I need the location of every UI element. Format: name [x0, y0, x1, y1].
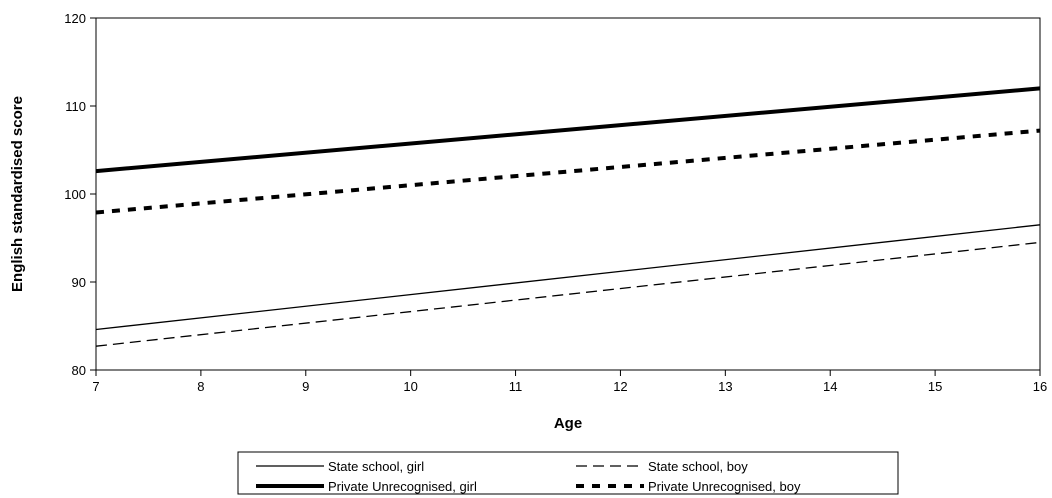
x-tick-label: 8 — [197, 379, 204, 394]
y-tick-label: 120 — [64, 11, 86, 26]
x-tick-label: 16 — [1033, 379, 1047, 394]
y-tick-label: 100 — [64, 187, 86, 202]
x-tick-label: 10 — [403, 379, 417, 394]
legend-label: Private Unrecognised, boy — [648, 479, 801, 494]
y-tick-label: 80 — [72, 363, 86, 378]
legend-label: State school, boy — [648, 459, 748, 474]
x-tick-label: 15 — [928, 379, 942, 394]
series-lines — [95, 86, 1041, 347]
series-line-2 — [95, 86, 1041, 174]
x-tick-label: 13 — [718, 379, 732, 394]
legend: State school, girl State school, boy Priva… — [237, 451, 899, 495]
series-line-3 — [95, 128, 1041, 215]
x-axis-ticks: 7 8 9 10 11 12 13 14 15 16 — [92, 370, 1047, 394]
y-axis-ticks: 80 90 100 110 120 — [64, 11, 96, 378]
x-tick-label: 14 — [823, 379, 837, 394]
y-axis-title: English standardised score — [9, 96, 26, 292]
x-tick-label: 12 — [613, 379, 627, 394]
legend-box — [237, 451, 899, 495]
x-tick-label: 11 — [509, 379, 523, 394]
x-tick-label: 9 — [302, 379, 309, 394]
y-tick-label: 110 — [65, 99, 86, 114]
legend-label: State school, girl — [328, 459, 424, 474]
plot-area — [95, 17, 1041, 371]
legend-label: Private Unrecognised, girl — [328, 479, 477, 494]
series-line-1 — [95, 241, 1041, 347]
x-tick-label: 7 — [92, 379, 99, 394]
series-line-0 — [95, 224, 1041, 331]
x-axis-title: Age — [554, 415, 582, 432]
y-tick-label: 90 — [72, 275, 86, 290]
